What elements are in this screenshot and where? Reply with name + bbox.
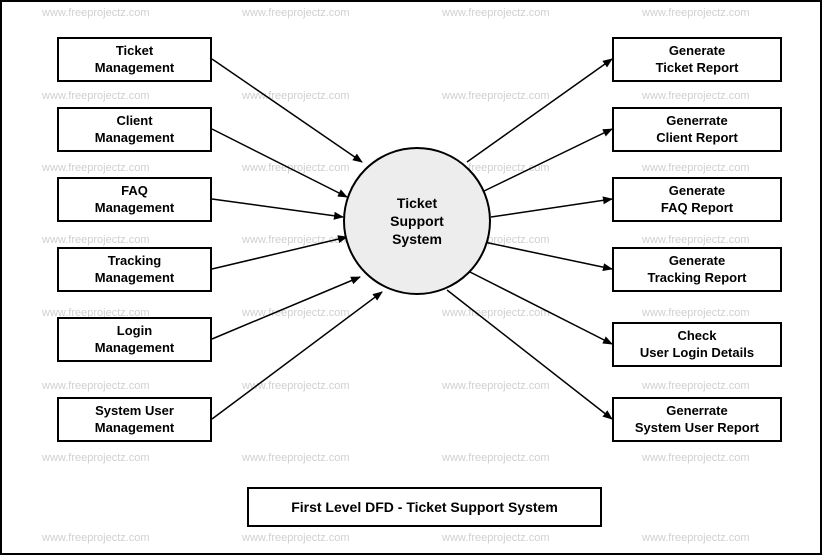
watermark: www.freeprojectz.com [242, 532, 350, 544]
watermark: www.freeprojectz.com [242, 90, 350, 102]
diagram-title: First Level DFD - Ticket Support System [291, 499, 558, 515]
left-box-label: System UserManagement [95, 403, 174, 436]
watermark: www.freeprojectz.com [442, 380, 550, 392]
right-box-label: GenerateTracking Report [648, 253, 747, 286]
watermark: www.freeprojectz.com [42, 452, 150, 464]
right-box-r4: CheckUser Login Details [612, 322, 782, 367]
watermark: www.freeprojectz.com [242, 452, 350, 464]
left-box-label: FAQManagement [95, 183, 174, 216]
left-box-label: LoginManagement [95, 323, 174, 356]
right-box-label: GenerateTicket Report [656, 43, 739, 76]
watermark: www.freeprojectz.com [642, 380, 750, 392]
left-box-l4: LoginManagement [57, 317, 212, 362]
left-box-label: ClientManagement [95, 113, 174, 146]
left-box-label: TicketManagement [95, 43, 174, 76]
watermark: www.freeprojectz.com [642, 162, 750, 174]
left-box-l1: ClientManagement [57, 107, 212, 152]
right-box-label: GenerrateSystem User Report [635, 403, 759, 436]
right-box-r2: GenerateFAQ Report [612, 177, 782, 222]
right-box-label: GenerateFAQ Report [661, 183, 733, 216]
watermark: www.freeprojectz.com [442, 307, 550, 319]
right-box-label: CheckUser Login Details [640, 328, 754, 361]
watermark: www.freeprojectz.com [642, 7, 750, 19]
left-box-label: TrackingManagement [95, 253, 174, 286]
left-box-l2: FAQManagement [57, 177, 212, 222]
watermark: www.freeprojectz.com [242, 234, 350, 246]
right-box-label: GenerrateClient Report [656, 113, 738, 146]
watermark: www.freeprojectz.com [42, 162, 150, 174]
watermark: www.freeprojectz.com [242, 380, 350, 392]
watermark: www.freeprojectz.com [42, 234, 150, 246]
right-box-r3: GenerateTracking Report [612, 247, 782, 292]
center-process: TicketSupportSystem [343, 147, 491, 295]
watermark: www.freeprojectz.com [42, 380, 150, 392]
watermark: www.freeprojectz.com [642, 234, 750, 246]
right-box-r5: GenerrateSystem User Report [612, 397, 782, 442]
watermark: www.freeprojectz.com [42, 532, 150, 544]
diagram-canvas: www.freeprojectz.com www.freeprojectz.com… [0, 0, 822, 555]
watermark: www.freeprojectz.com [242, 162, 350, 174]
watermark: www.freeprojectz.com [442, 452, 550, 464]
watermark: www.freeprojectz.com [642, 90, 750, 102]
watermark: www.freeprojectz.com [242, 307, 350, 319]
watermark: www.freeprojectz.com [642, 452, 750, 464]
watermark: www.freeprojectz.com [642, 532, 750, 544]
center-process-label: TicketSupportSystem [390, 194, 444, 249]
watermark: www.freeprojectz.com [442, 90, 550, 102]
left-box-l0: TicketManagement [57, 37, 212, 82]
left-box-l3: TrackingManagement [57, 247, 212, 292]
diagram-title-box: First Level DFD - Ticket Support System [247, 487, 602, 527]
right-box-r1: GenerrateClient Report [612, 107, 782, 152]
left-box-l5: System UserManagement [57, 397, 212, 442]
watermark: www.freeprojectz.com [42, 90, 150, 102]
right-box-r0: GenerateTicket Report [612, 37, 782, 82]
watermark: www.freeprojectz.com [442, 532, 550, 544]
watermark: www.freeprojectz.com [442, 7, 550, 19]
watermark: www.freeprojectz.com [42, 7, 150, 19]
watermark: www.freeprojectz.com [242, 7, 350, 19]
watermark: www.freeprojectz.com [642, 307, 750, 319]
